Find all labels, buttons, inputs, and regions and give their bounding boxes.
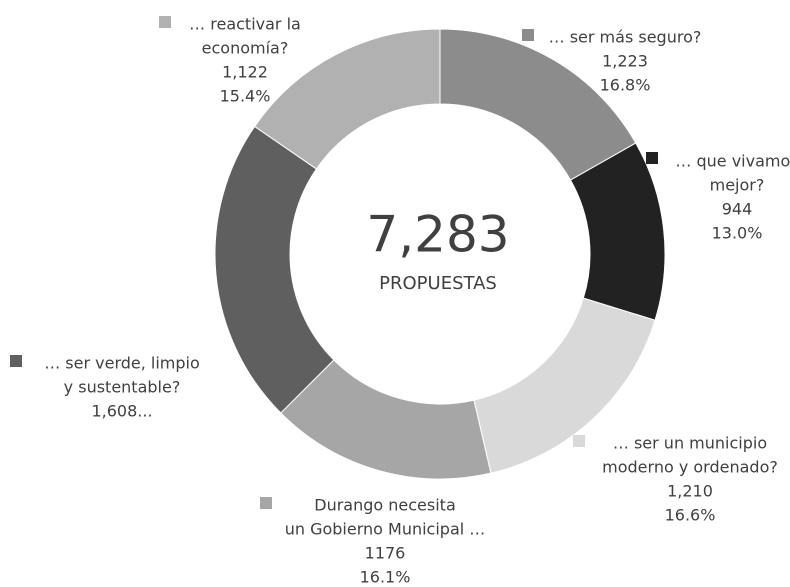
- slice-label: … que vivamos: [675, 152, 790, 171]
- slice-label: economía?: [202, 39, 289, 58]
- value-label: 1,223: [602, 52, 648, 71]
- center-total: 7,283: [366, 206, 509, 264]
- percent-label: 13.0%: [712, 224, 763, 243]
- percent-label: 16.8%: [600, 76, 651, 95]
- slice-label: … ser verde, limpio: [44, 354, 200, 373]
- slice-label: … ser un municipio: [613, 434, 767, 453]
- value-label: 1,210: [667, 482, 713, 501]
- legend-marker: [522, 29, 534, 41]
- center-caption: PROPUESTAS: [379, 273, 497, 294]
- value-label: 1,608...: [91, 402, 152, 421]
- value-label: 1176: [365, 544, 406, 563]
- slice-label: Durango necesita: [314, 496, 456, 515]
- slice-label: y sustentable?: [64, 378, 181, 397]
- legend-marker: [646, 152, 658, 164]
- percent-label: 16.6%: [665, 506, 716, 525]
- slice-label: … reactivar la: [189, 15, 301, 34]
- percent-label: 16.1%: [360, 568, 411, 587]
- percent-label: 15.4%: [220, 87, 271, 106]
- slice-label: … ser más seguro?: [549, 28, 702, 47]
- slice-label: moderno y ordenado?: [602, 458, 778, 477]
- slice-label: un Gobierno Municipal …: [285, 520, 486, 539]
- legend-marker: [260, 497, 272, 509]
- slice-label: mejor?: [710, 176, 765, 195]
- donut-slice: [214, 125, 335, 414]
- value-label: 944: [722, 200, 753, 219]
- legend-marker: [10, 355, 22, 367]
- donut-slice: [253, 28, 441, 170]
- legend-marker: [573, 435, 585, 447]
- value-label: 1,122: [222, 63, 268, 82]
- legend-marker: [159, 16, 171, 28]
